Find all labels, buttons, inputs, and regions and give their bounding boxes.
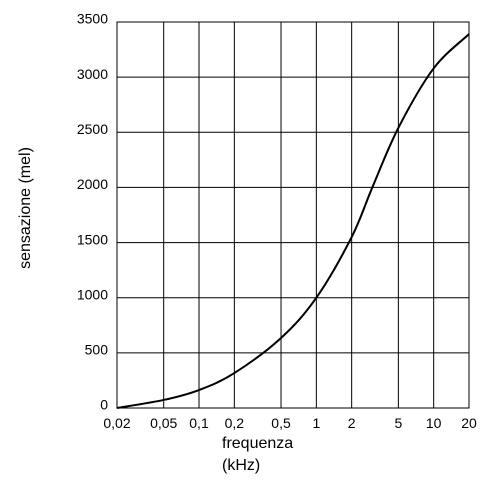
y-tick-label: 0 [100, 397, 108, 413]
x-tick-label: 0,5 [271, 415, 291, 431]
x-axis-label: frequenza [222, 435, 293, 452]
x-tick-label: 0,1 [189, 415, 209, 431]
y-axis-label: sensazione (mel) [17, 147, 34, 269]
x-tick-label: 0,02 [103, 415, 130, 431]
x-tick-label: 5 [394, 415, 402, 431]
x-tick-label: 0,05 [150, 415, 177, 431]
x-axis-label: (kHz) [222, 457, 260, 474]
y-tick-label: 3500 [77, 11, 108, 27]
x-tick-label: 0,2 [225, 415, 245, 431]
y-tick-label: 2500 [77, 121, 108, 137]
x-tick-label: 10 [426, 415, 442, 431]
plot-frame [116, 21, 470, 409]
y-tick-label: 3000 [77, 66, 108, 82]
y-tick-label: 500 [85, 342, 109, 358]
y-tick-label: 2000 [77, 176, 108, 192]
line [116, 33, 470, 409]
y-tick-label: 1500 [77, 231, 108, 247]
x-tick-label: 2 [348, 415, 356, 431]
y-tick-label: 1000 [77, 286, 108, 302]
x-tick-label: 20 [461, 415, 477, 431]
x-tick-label: 1 [312, 415, 320, 431]
